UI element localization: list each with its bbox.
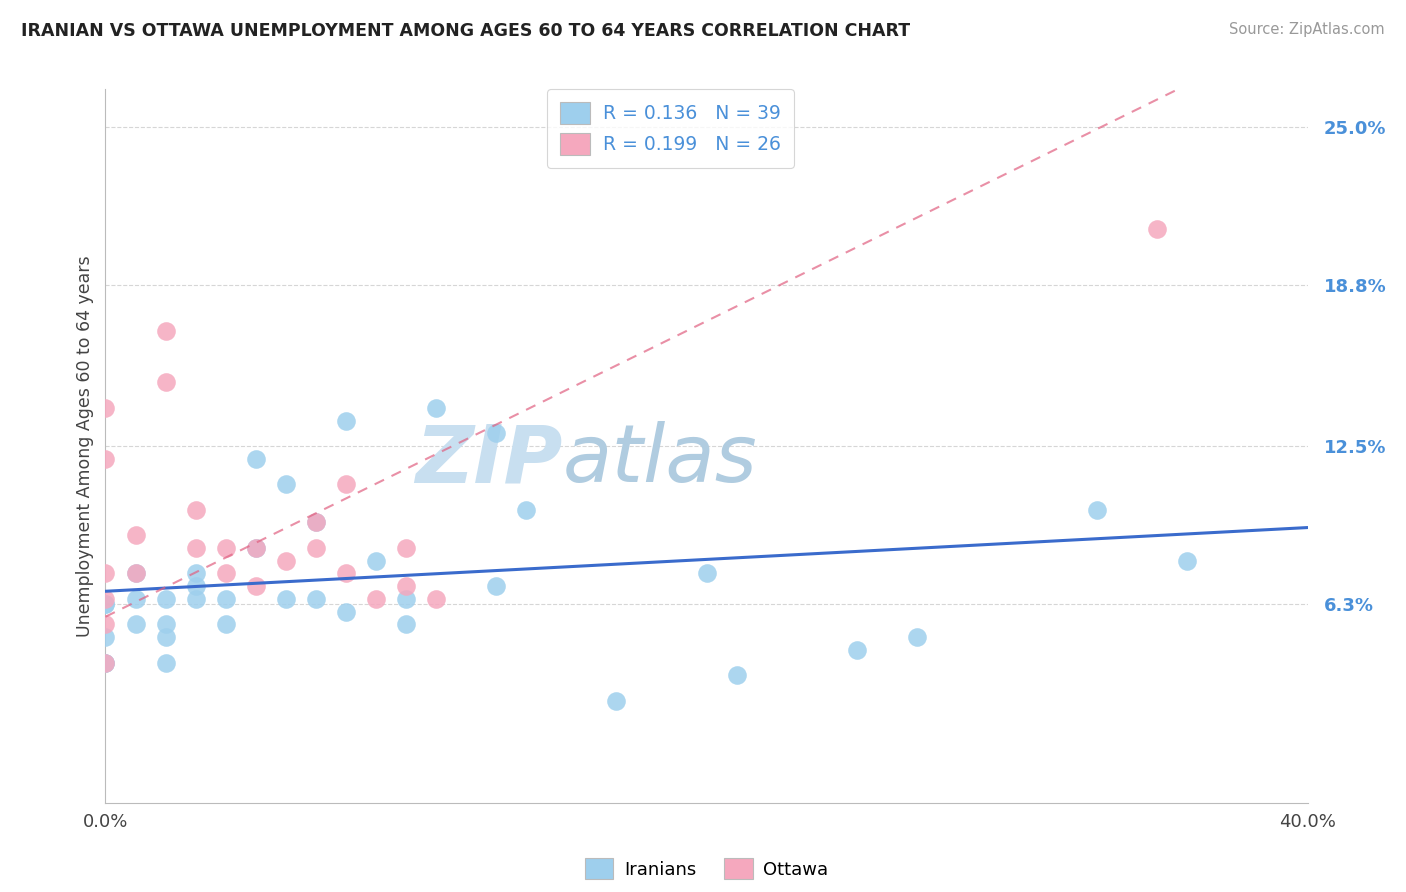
Point [155,656,177,670]
Point [245,541,267,555]
Point [305,591,328,606]
Point [94,401,117,415]
Point [94,566,117,581]
Point [184,591,207,606]
Point [1146,222,1168,236]
Point [905,630,928,644]
Point [184,579,207,593]
Point [305,516,328,530]
Point [335,566,357,581]
Point [305,516,328,530]
Point [274,591,297,606]
Point [94,656,117,670]
Point [94,656,117,670]
Point [335,413,357,427]
Point [155,376,177,390]
Point [395,591,418,606]
Point [184,502,207,516]
Text: atlas: atlas [562,421,756,500]
Point [124,591,146,606]
Point [94,656,117,670]
Point [124,566,146,581]
Point [94,597,117,611]
Point [485,579,508,593]
Point [395,541,418,555]
Point [124,528,146,542]
Point [184,566,207,581]
Point [245,451,267,466]
Point [725,668,748,682]
Point [274,477,297,491]
Point [155,591,177,606]
Point [1085,502,1108,516]
Point [395,579,418,593]
Point [605,694,627,708]
Text: IRANIAN VS OTTAWA UNEMPLOYMENT AMONG AGES 60 TO 64 YEARS CORRELATION CHART: IRANIAN VS OTTAWA UNEMPLOYMENT AMONG AGE… [21,22,910,40]
Point [845,643,868,657]
Point [155,617,177,632]
Point [94,630,117,644]
Point [124,617,146,632]
Text: Source: ZipAtlas.com: Source: ZipAtlas.com [1229,22,1385,37]
Point [335,477,357,491]
Point [485,426,508,441]
Point [94,597,117,611]
Point [305,541,328,555]
Point [155,324,177,338]
Point [696,566,718,581]
Point [425,401,447,415]
Point [364,554,387,568]
Point [214,591,236,606]
Y-axis label: Unemployment Among Ages 60 to 64 years: Unemployment Among Ages 60 to 64 years [76,255,94,637]
Point [94,617,117,632]
Point [94,451,117,466]
Point [274,554,297,568]
Point [214,617,236,632]
Point [124,566,146,581]
Point [245,579,267,593]
Point [184,541,207,555]
Text: ZIP: ZIP [415,421,562,500]
Point [155,630,177,644]
Point [364,591,387,606]
Point [245,541,267,555]
Point [515,502,537,516]
Point [425,591,447,606]
Point [214,566,236,581]
Point [94,591,117,606]
Point [214,541,236,555]
Point [335,605,357,619]
Point [395,617,418,632]
Legend: Iranians, Ottawa: Iranians, Ottawa [578,851,835,887]
Point [1175,554,1198,568]
